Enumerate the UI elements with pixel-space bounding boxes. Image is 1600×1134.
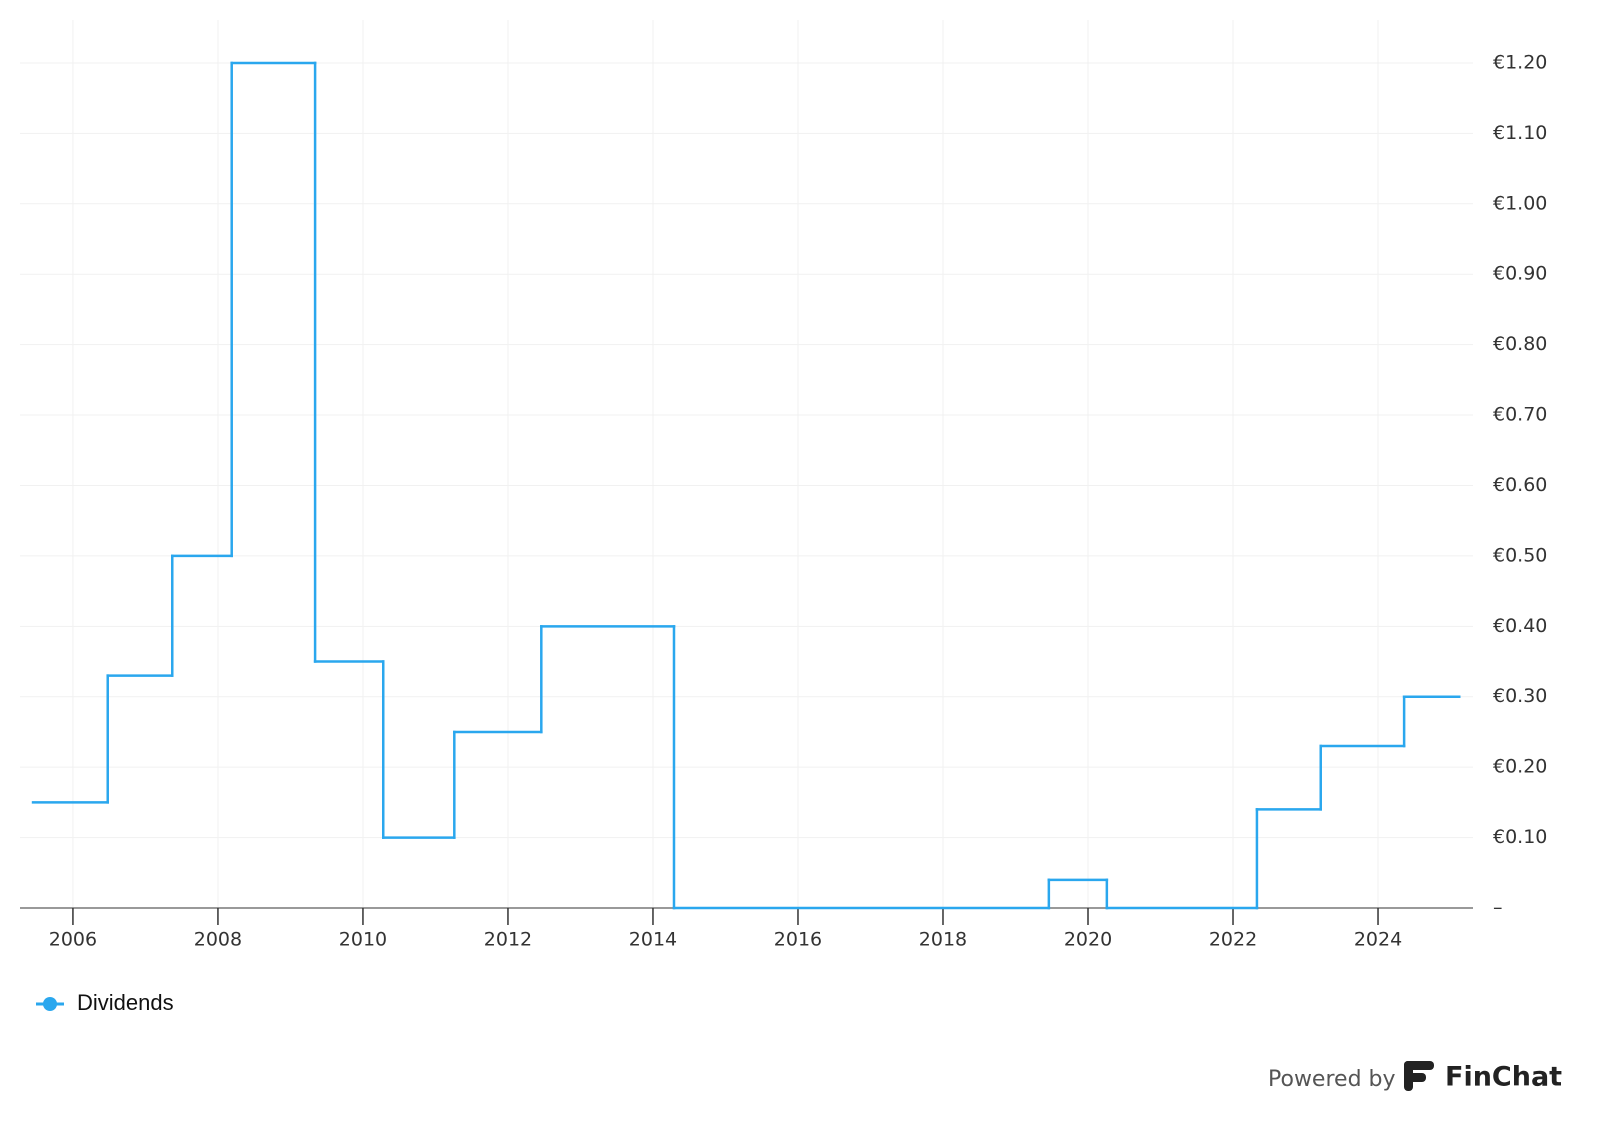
x-tick-label: 2012 [484,929,532,951]
y-tick-label: €0.20 [1493,756,1547,778]
y-tick-label: €0.10 [1493,826,1547,848]
y-tick-label: €0.70 [1493,404,1547,426]
legend-label: Dividends [77,990,174,1015]
x-tick-label: 2010 [339,929,387,951]
y-tick-label: – [1493,897,1503,919]
brand: FinChat [1445,1062,1562,1093]
x-tick-label: 2024 [1354,929,1402,951]
y-tick-label: €1.10 [1493,122,1547,144]
x-tick-label: 2016 [774,929,822,951]
y-tick-label: €0.30 [1493,685,1547,707]
powered-by: Powered by [1268,1067,1396,1092]
x-tick-label: 2020 [1064,929,1112,951]
logo [1404,1061,1434,1091]
x-tick-label: 2008 [194,929,242,951]
y-tick-label: €0.90 [1493,263,1547,285]
x-tick-label: 2006 [49,929,97,951]
y-tick-label: €1.00 [1493,192,1547,214]
footer: Powered by FinChat [1268,1061,1562,1093]
y-tick-label: €0.80 [1493,333,1547,355]
x-tick-label: 2014 [629,929,677,951]
legend-marker [43,997,57,1011]
y-tick-label: €0.40 [1493,615,1547,637]
x-tick-label: 2018 [919,929,967,951]
x-tick-label: 2022 [1209,929,1257,951]
y-tick-label: €0.60 [1493,474,1547,496]
y-tick-label: €1.20 [1493,51,1547,73]
y-tick-label: €0.50 [1493,544,1547,566]
